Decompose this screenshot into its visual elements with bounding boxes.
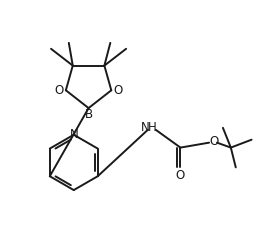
Text: O: O xyxy=(54,84,64,97)
Text: O: O xyxy=(176,169,185,182)
Text: O: O xyxy=(209,135,219,148)
Text: N: N xyxy=(140,121,149,134)
Text: N: N xyxy=(69,128,78,141)
Text: H: H xyxy=(147,121,156,134)
Text: O: O xyxy=(114,84,123,97)
Text: B: B xyxy=(85,109,93,122)
